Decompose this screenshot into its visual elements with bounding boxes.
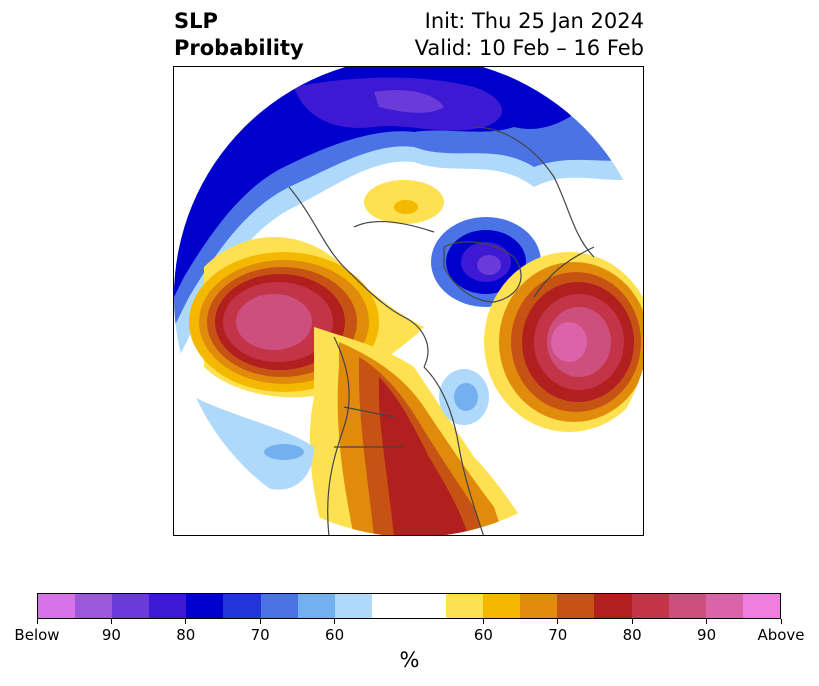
colorbar bbox=[37, 593, 781, 619]
colorbar-tick-mark bbox=[482, 619, 484, 624]
title-right: Init: Thu 25 Jan 2024 Valid: 10 Feb – 16… bbox=[415, 8, 644, 62]
probability-fill bbox=[174, 67, 643, 535]
colorbar-segment bbox=[223, 594, 261, 618]
colorbar-tick-label: 90 bbox=[101, 626, 121, 644]
colorbar-tick-label: 70 bbox=[548, 626, 568, 644]
colorbar-tick-mark bbox=[334, 619, 336, 624]
colorbar-segment bbox=[594, 594, 632, 618]
colorbar-segment bbox=[371, 594, 409, 618]
probability-map bbox=[173, 66, 644, 536]
colorbar-segment bbox=[705, 594, 743, 618]
colorbar-tick-mark bbox=[110, 619, 112, 624]
colorbar-tick-mark bbox=[780, 619, 782, 624]
colorbar-label: % bbox=[399, 648, 420, 672]
colorbar-tick-mark bbox=[259, 619, 261, 624]
title-left: SLP Probability bbox=[174, 8, 304, 62]
colorbar-tick-label: Above bbox=[757, 626, 805, 644]
map-svg bbox=[174, 67, 643, 535]
title-type: Probability bbox=[174, 36, 304, 60]
init-date: Init: Thu 25 Jan 2024 bbox=[424, 9, 644, 33]
colorbar-segment bbox=[38, 594, 76, 618]
colorbar-segment bbox=[297, 594, 335, 618]
colorbar-tick-label: 90 bbox=[697, 626, 717, 644]
colorbar-segment bbox=[668, 594, 706, 618]
colorbar-segment bbox=[408, 594, 447, 618]
colorbar-tick-mark bbox=[557, 619, 559, 624]
colorbar-tick-label: 60 bbox=[325, 626, 345, 644]
colorbar-segment bbox=[149, 594, 187, 618]
colorbar-segment bbox=[742, 594, 780, 618]
colorbar-segment bbox=[112, 594, 150, 618]
colorbar-segment bbox=[557, 594, 595, 618]
colorbar-segment bbox=[186, 594, 224, 618]
colorbar-tick-mark bbox=[631, 619, 633, 624]
colorbar-tick-mark bbox=[185, 619, 187, 624]
colorbar-segment bbox=[446, 594, 484, 618]
colorbar-tick-mark bbox=[706, 619, 708, 624]
colorbar-tick-mark bbox=[36, 619, 38, 624]
colorbar-tick-label: 70 bbox=[250, 626, 270, 644]
colorbar-segment bbox=[520, 594, 558, 618]
coastlines bbox=[288, 126, 595, 535]
title-variable: SLP bbox=[174, 9, 218, 33]
colorbar-tick-label: 80 bbox=[176, 626, 196, 644]
colorbar-tick-label: Below bbox=[14, 626, 60, 644]
colorbar-segment bbox=[483, 594, 521, 618]
colorbar-segment bbox=[75, 594, 113, 618]
colorbar-tick-label: 80 bbox=[622, 626, 642, 644]
colorbar-tick-label: 60 bbox=[473, 626, 493, 644]
colorbar-segment bbox=[334, 594, 372, 618]
colorbar-segment bbox=[260, 594, 298, 618]
colorbar-segment bbox=[631, 594, 669, 618]
valid-range: Valid: 10 Feb – 16 Feb bbox=[414, 36, 644, 60]
